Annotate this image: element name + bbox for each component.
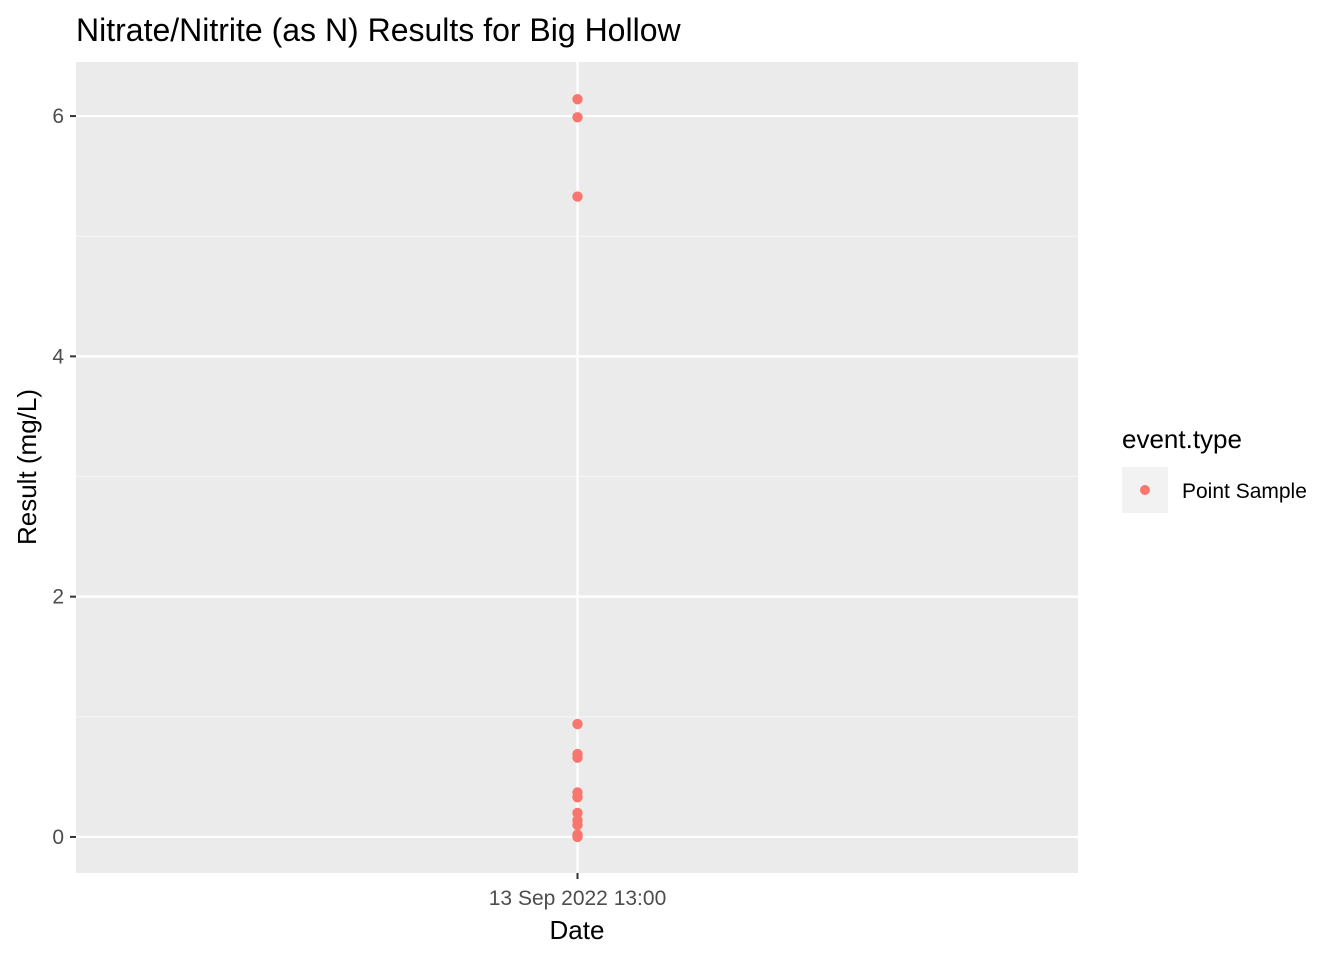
y-tick-label: 4 (52, 345, 64, 368)
y-tick-label: 0 (52, 826, 64, 849)
data-point (572, 831, 583, 843)
chart-title: Nitrate/Nitrite (as N) Results for Big H… (76, 12, 681, 48)
legend-label-point-sample: Point Sample (1182, 480, 1307, 503)
x-tick-label: 13 Sep 2022 13:00 (489, 887, 667, 910)
y-axis: 0 2 4 6 (52, 105, 76, 849)
legend-key-point (1140, 485, 1150, 495)
legend: event.type Point Sample (1122, 424, 1307, 513)
y-tick-label: 6 (52, 105, 64, 128)
x-axis-title: Date (550, 915, 605, 945)
data-point (572, 112, 583, 123)
x-axis: 13 Sep 2022 13:00 (489, 873, 667, 910)
data-points (572, 94, 583, 843)
data-point (572, 807, 583, 819)
data-point (572, 752, 583, 763)
data-point (572, 191, 583, 202)
legend-title: event.type (1122, 424, 1242, 454)
data-point (572, 94, 583, 105)
data-point (572, 819, 583, 831)
data-point (572, 792, 583, 803)
data-point (572, 718, 583, 730)
y-axis-title: Result (mg/L) (12, 389, 42, 545)
y-tick-label: 2 (52, 586, 64, 609)
